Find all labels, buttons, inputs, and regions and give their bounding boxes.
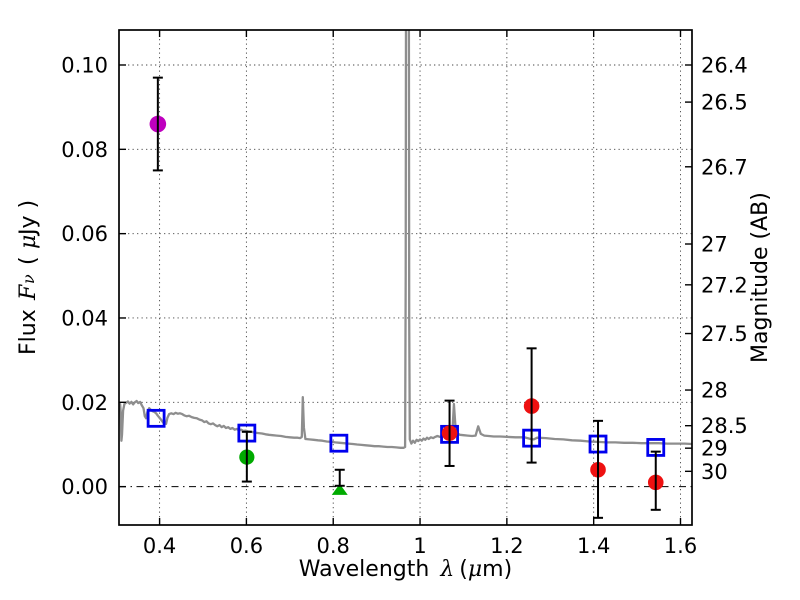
flux-tick-label: 0.00 [61, 475, 108, 499]
flux-tick-label: 0.04 [61, 306, 108, 330]
mag-tick-label: 27.5 [701, 322, 748, 346]
blue-open-squares-marker [146, 408, 166, 428]
x-tick-label: 0.8 [317, 534, 350, 558]
x-axis-unit-close: m) [482, 557, 513, 582]
mag-tick-label: 30 [701, 460, 728, 484]
mag-tick-label: 26.4 [701, 53, 748, 77]
x-tick-label: 1.2 [490, 534, 523, 558]
magnitude-label-text: Magnitude (AB) [748, 192, 773, 363]
nu-subscript: ν [19, 274, 38, 285]
flux-symbol: F [16, 284, 41, 300]
flux-label-text: Flux [16, 309, 41, 356]
blue-open-squares-marker [329, 433, 349, 453]
x-tick-label: 0.6 [230, 534, 263, 558]
mu-symbol: μ [467, 557, 483, 582]
mag-tick-label: 28 [701, 379, 728, 403]
x-tick-label: 1.6 [664, 534, 697, 558]
green-triangle-upper-limit-marker [331, 483, 348, 495]
x-tick-label: 1.4 [577, 534, 610, 558]
x-tick-label: 0.4 [143, 534, 176, 558]
spectrum-line [119, 30, 692, 449]
flux-tick-label: 0.08 [61, 138, 108, 162]
flux-unit-mu: μ [16, 234, 41, 250]
mag-tick-label: 27 [701, 233, 728, 257]
mag-tick-label: 29 [701, 437, 728, 461]
plot-frame [118, 29, 693, 526]
flux-tick-label: 0.02 [61, 391, 108, 415]
x-axis-unit-open: ( [459, 557, 468, 582]
flux-tick-label: 0.06 [61, 222, 108, 246]
mag-tick-label: 28.5 [701, 414, 748, 438]
flux-unit-close: Jy ) [16, 199, 41, 235]
mag-tick-label: 26.5 [701, 91, 748, 115]
mag-tick-label: 26.7 [701, 155, 748, 179]
x-axis-label: Wavelength λ (μm) [119, 557, 692, 582]
lambda-symbol: λ [440, 557, 455, 582]
x-tick-label: 1 [413, 534, 426, 558]
flux-unit-open: ( [16, 249, 41, 265]
mag-tick-label: 27.2 [701, 273, 748, 297]
x-axis-label-text: Wavelength [298, 557, 430, 582]
right-y-axis-label: Magnitude (AB) [748, 30, 773, 525]
flux-tick-label: 0.10 [61, 53, 108, 77]
